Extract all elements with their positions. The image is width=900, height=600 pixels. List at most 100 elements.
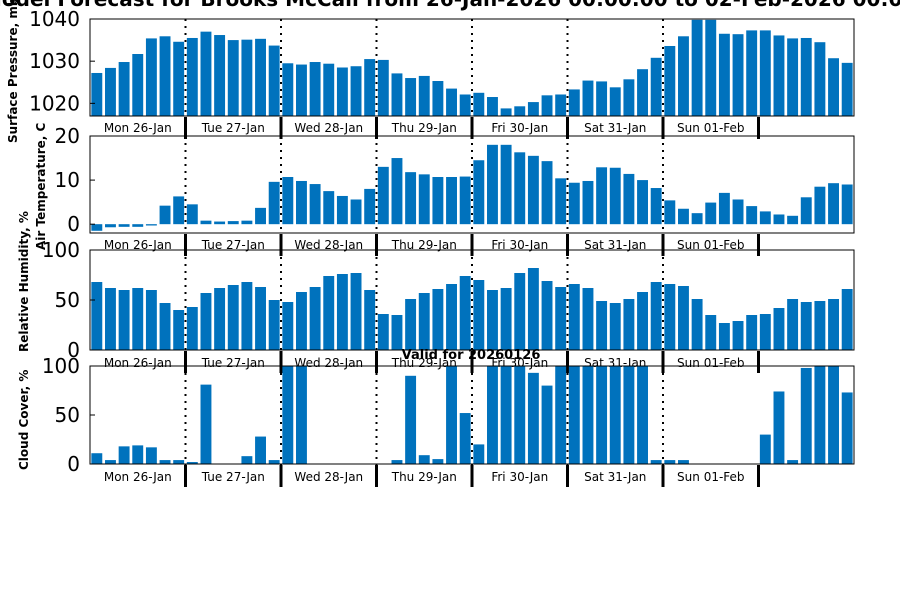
temperature-panel: Air Temperature, C 0 10 20 Mon 26-Jan Tue 27… [34, 122, 855, 256]
relative-humidity-bar [268, 300, 280, 350]
air-temperature-xtick-label: Thu 29-Jan [391, 238, 457, 252]
relative-humidity-bar [514, 273, 526, 350]
air-temperature-bar [705, 202, 717, 225]
relative-humidity-bar [105, 288, 116, 350]
air-temperature-bar [568, 182, 580, 225]
relative-humidity-bar [527, 268, 539, 350]
cloud-cover-bar [759, 434, 771, 464]
cloud-cover-xtick-label: Sun 01-Feb [677, 470, 745, 484]
surface-pressure-xtick-label: Fri 30-Jan [491, 121, 548, 135]
cloud-cover-bar [814, 366, 826, 464]
surface-pressure-bar [91, 72, 103, 116]
surface-pressure-bar [527, 102, 539, 116]
surface-pressure-bar [145, 38, 157, 116]
relative-humidity-bar [718, 323, 730, 350]
relative-humidity-bar [759, 314, 771, 350]
surface-pressure-bar [105, 67, 116, 116]
relative-humidity-bar [159, 303, 171, 350]
air-temperature-bar [132, 224, 144, 227]
cloud-cover-bar [568, 366, 580, 464]
surface-pressure-ytick-label: 1030 [29, 49, 80, 73]
relative-humidity-bar [568, 284, 580, 350]
relative-humidity-ytick-label: 50 [55, 288, 80, 312]
cloud-cover-bar [596, 366, 608, 464]
relative-humidity-bar [773, 308, 785, 350]
relative-humidity-bar [323, 276, 335, 350]
air-temperature-bar [691, 213, 703, 225]
surface-pressure-bar [309, 62, 321, 116]
humidity-ylabel: Relative Humidity, % [17, 211, 31, 352]
cloud-cover-bar [446, 366, 457, 464]
surface-pressure-bar [118, 62, 130, 116]
cloud-cover-bar [500, 366, 512, 464]
surface-pressure-bar [336, 67, 348, 116]
air-temperature-bar [364, 188, 376, 225]
cloud-cover-xtick-label: Fri 30-Jan [491, 470, 548, 484]
air-temperature-xtick-label: Wed 28-Jan [294, 238, 363, 252]
relative-humidity-bar [650, 282, 662, 350]
air-temperature-bar [377, 166, 389, 225]
air-temperature-bar [527, 155, 539, 225]
air-temperature-bar [732, 199, 744, 225]
air-temperature-bar [582, 180, 594, 225]
air-temperature-ytick-label: 20 [55, 124, 80, 148]
surface-pressure-bar [255, 38, 266, 116]
air-temperature-bar [268, 181, 280, 225]
relative-humidity-bar [227, 285, 239, 350]
relative-humidity-bar [446, 284, 457, 350]
relative-humidity-bar [241, 282, 253, 350]
surface-pressure-bar [623, 79, 635, 116]
relative-humidity-bar [637, 292, 648, 350]
air-temperature-bar [623, 173, 635, 225]
surface-pressure-bar [350, 66, 362, 116]
humidity-panel: Relative Humidity, % 0 50 100 Mon 26-Jan Tue… [17, 211, 855, 373]
relative-humidity-bar [255, 287, 266, 350]
surface-pressure-xtick-label: Wed 28-Jan [294, 121, 363, 135]
cloud-cover-bar [623, 366, 635, 464]
air-temperature-bar [227, 221, 239, 225]
cloud-cover-bar [173, 460, 185, 464]
air-temperature-bar [159, 205, 171, 225]
cloud-cover-bar [473, 444, 485, 464]
pressure-ylabel: Surface Pressure, mb [6, 0, 20, 143]
air-temperature-xtick-label: Tue 27-Jan [201, 238, 265, 252]
surface-pressure-bar [227, 40, 239, 117]
relative-humidity-bar [145, 290, 157, 350]
air-temperature-bar [309, 184, 321, 225]
cloud-cover-bar [637, 366, 648, 464]
cloud-cover-bar [145, 447, 157, 464]
surface-pressure-bar [364, 59, 376, 116]
surface-pressure-bar [173, 41, 185, 116]
relative-humidity-xtick-label: Sun 01-Feb [677, 356, 745, 370]
air-temperature-bar [609, 167, 621, 225]
cloud-cover-bar [405, 375, 417, 464]
air-temperature-bar [336, 195, 348, 225]
air-temperature-bar [514, 152, 526, 225]
cloud-cover-bar [514, 366, 526, 464]
air-temperature-bar [841, 184, 853, 225]
cloud-cover-bar [841, 392, 853, 464]
cloud-cover-bar [828, 366, 839, 464]
relative-humidity-bar [705, 315, 717, 350]
air-temperature-bar [241, 220, 253, 225]
surface-pressure-bar [241, 39, 253, 116]
cloud-cover-bar [459, 413, 471, 464]
air-temperature-bar [391, 158, 403, 225]
relative-humidity-bar [473, 280, 485, 350]
relative-humidity-bar [555, 287, 567, 350]
air-temperature-bar [105, 224, 116, 228]
cloud-cover-panel: Cloud Cover, % 0 50 100 Mon 26-Jan Tue 27-Ja… [17, 354, 855, 487]
relative-humidity-bar [596, 301, 608, 350]
air-temperature-bar [418, 174, 430, 225]
cloud-cover-bar [800, 367, 812, 464]
air-temperature-bar [759, 211, 771, 225]
air-temperature-bar [500, 144, 512, 225]
relative-humidity-bar [418, 293, 430, 350]
surface-pressure-xtick-label: Tue 27-Jan [201, 121, 265, 135]
surface-pressure-bar [487, 97, 498, 116]
surface-pressure-bar [609, 87, 621, 116]
cloud-cover-bar [678, 460, 689, 464]
air-temperature-bar [432, 177, 444, 225]
cloud-cover-xtick-label: Sat 31-Jan [584, 470, 646, 484]
surface-pressure-bar [132, 54, 144, 116]
